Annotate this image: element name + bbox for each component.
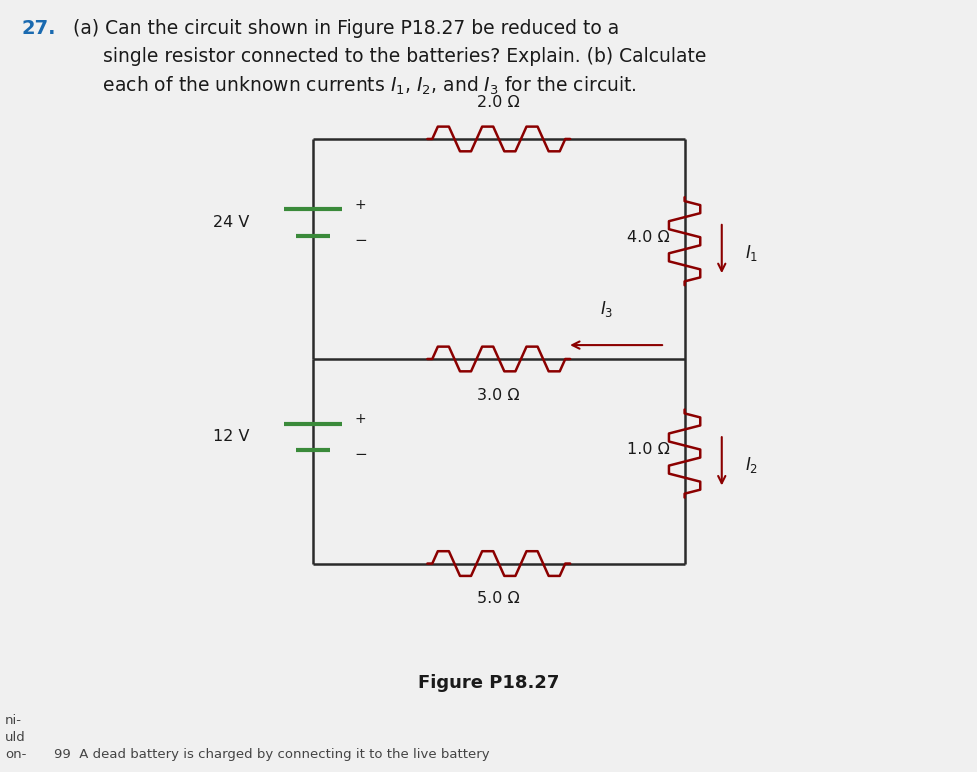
Text: $I_3$: $I_3$: [599, 299, 613, 319]
Text: 99  A dead battery is charged by connecting it to the live battery: 99 A dead battery is charged by connecti…: [54, 748, 488, 761]
Text: +: +: [354, 198, 365, 212]
Text: 4.0 Ω: 4.0 Ω: [626, 230, 669, 245]
Text: on-: on-: [5, 748, 26, 761]
Text: +: +: [354, 412, 365, 426]
Text: −: −: [354, 233, 366, 248]
Text: uld: uld: [5, 731, 25, 744]
Text: ni-: ni-: [5, 714, 21, 727]
Text: Figure P18.27: Figure P18.27: [418, 674, 559, 692]
Text: 3.0 Ω: 3.0 Ω: [477, 388, 520, 403]
Text: 27.: 27.: [21, 19, 56, 39]
Text: 24 V: 24 V: [213, 215, 249, 230]
Text: 5.0 Ω: 5.0 Ω: [477, 591, 520, 605]
Text: (a) Can the circuit shown in Figure P18.27 be reduced to a
     single resistor : (a) Can the circuit shown in Figure P18.…: [73, 19, 706, 97]
Text: 12 V: 12 V: [213, 429, 249, 444]
Text: $I_2$: $I_2$: [744, 455, 757, 475]
Text: 2.0 Ω: 2.0 Ω: [477, 95, 520, 110]
Text: −: −: [354, 447, 366, 462]
Text: $I_1$: $I_1$: [744, 243, 758, 262]
Text: 1.0 Ω: 1.0 Ω: [626, 442, 669, 457]
